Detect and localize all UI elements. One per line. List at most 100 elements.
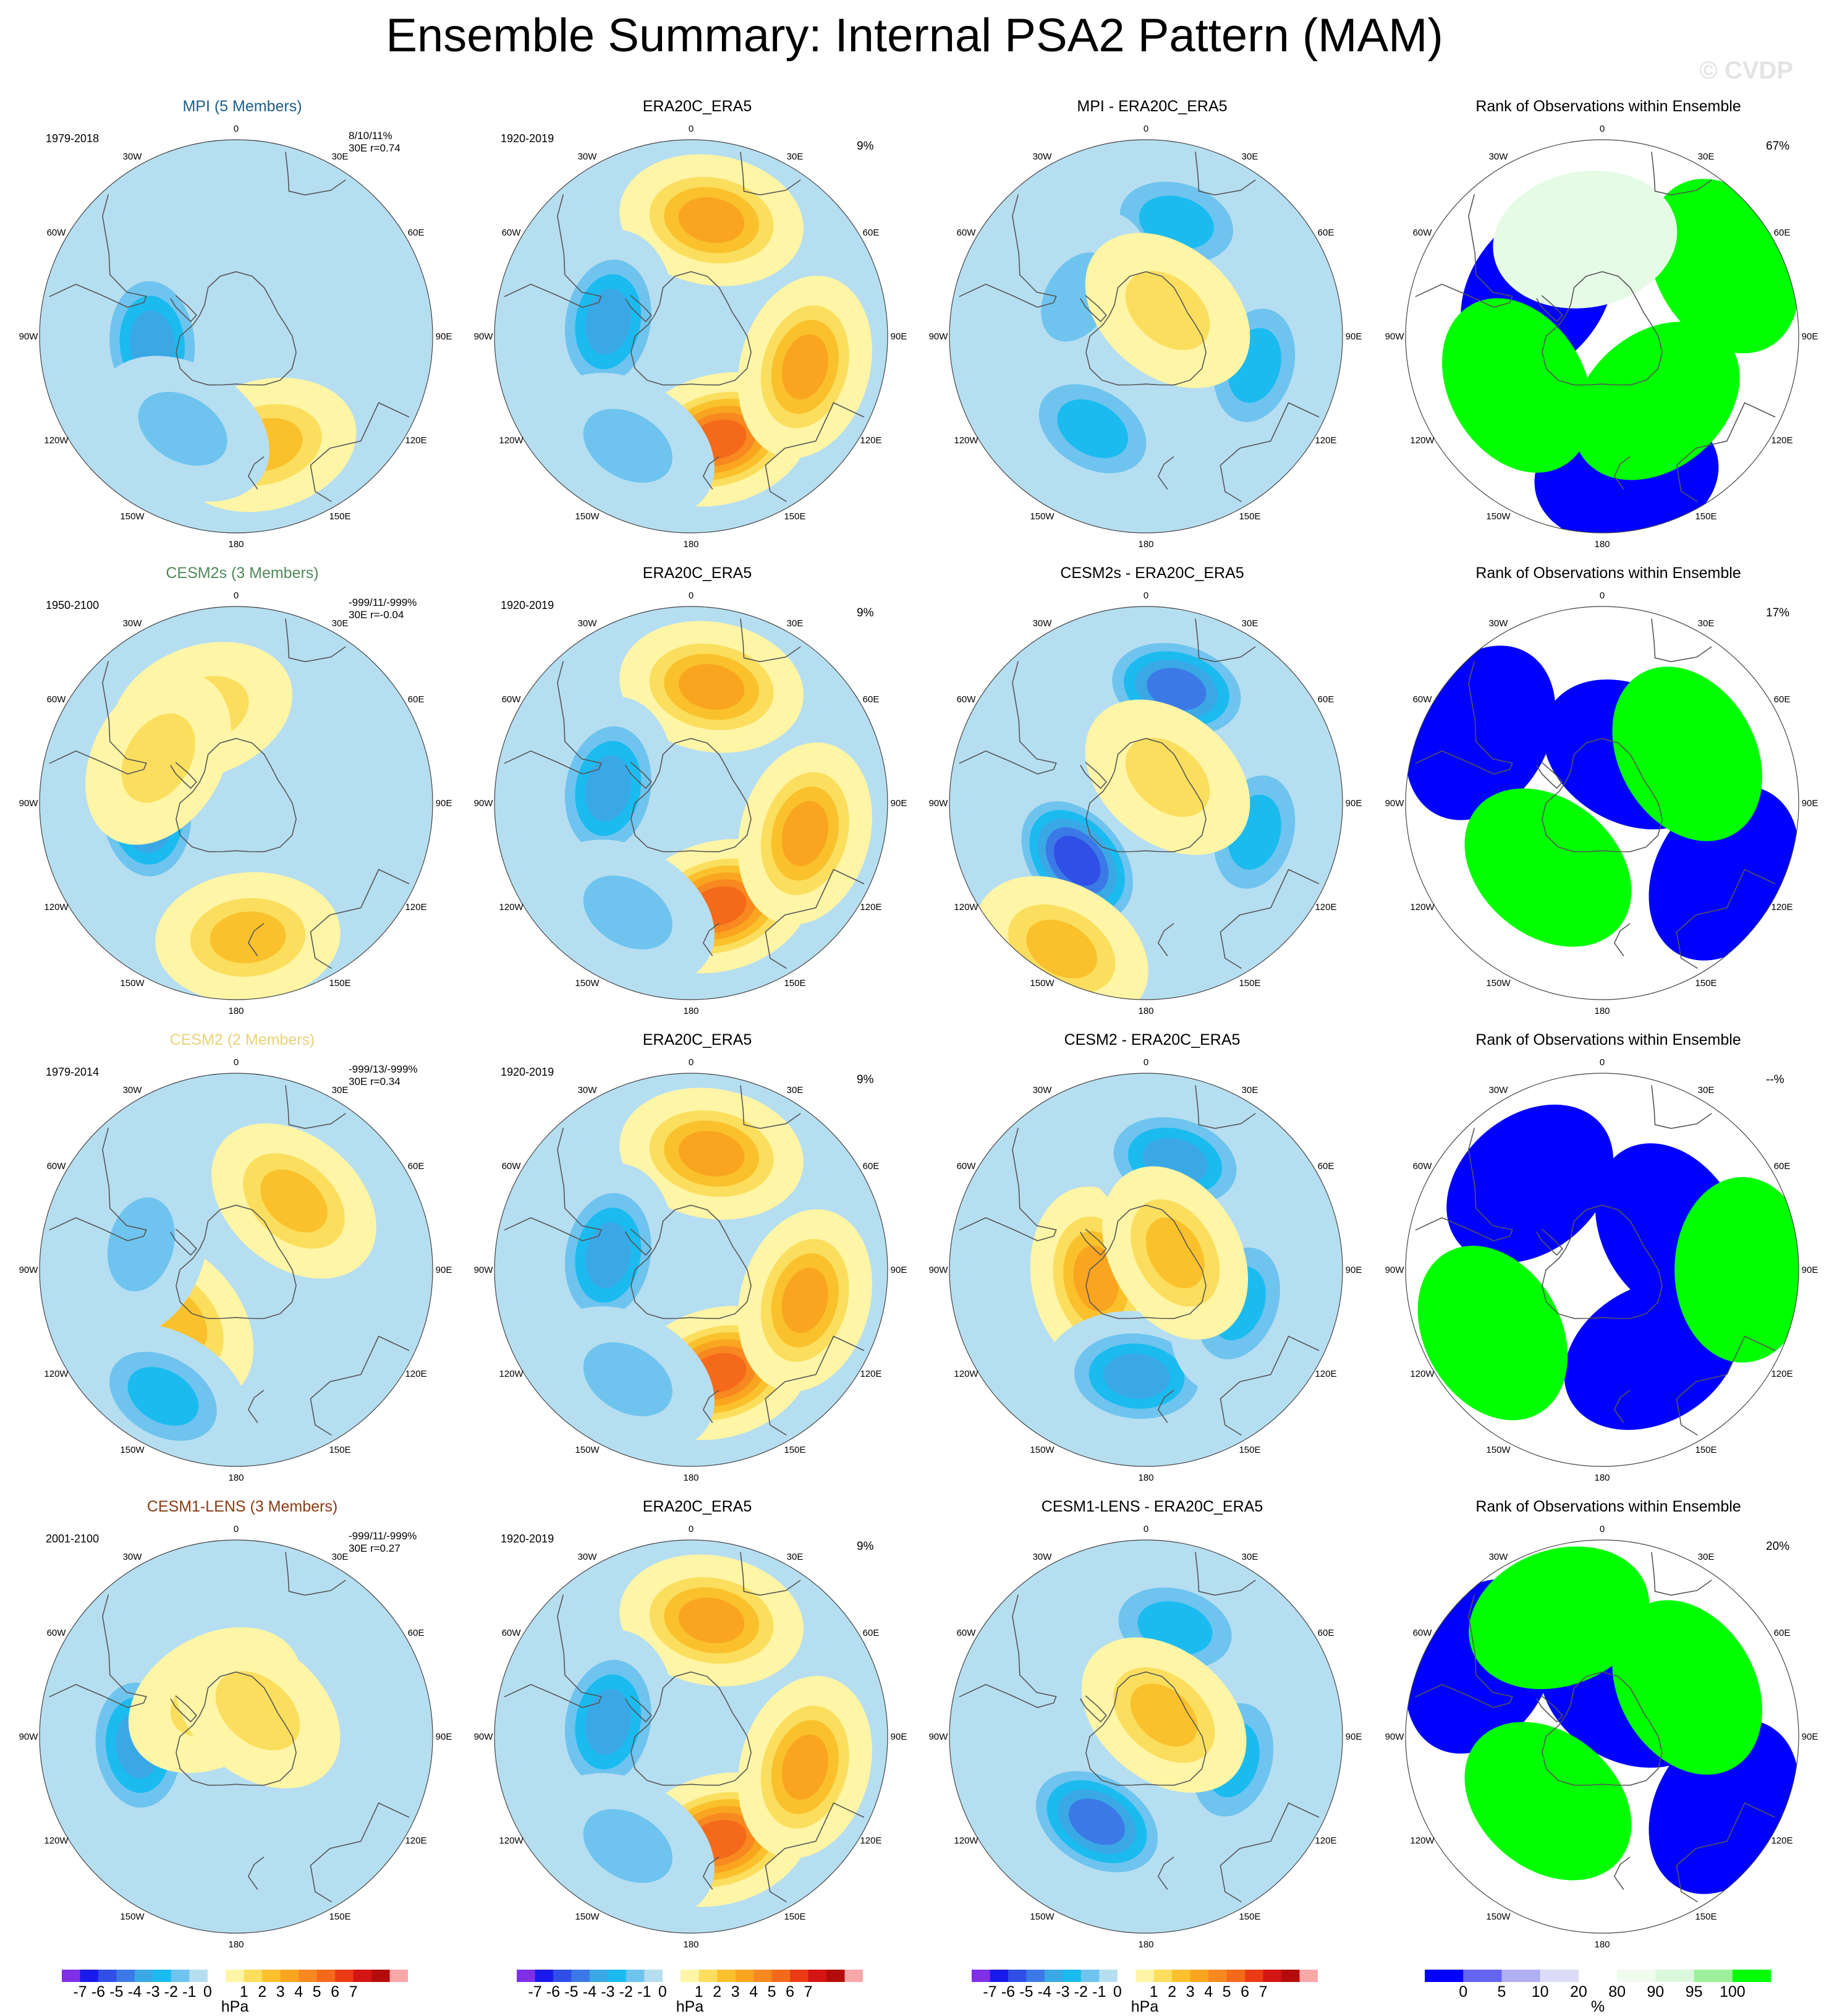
africa-outline bbox=[740, 618, 801, 663]
longitude-label: 120E bbox=[1315, 1369, 1336, 1379]
colorbar-swatch bbox=[990, 1970, 1009, 1982]
new-zealand-outline bbox=[702, 1857, 719, 1890]
south-america-outline bbox=[49, 1128, 147, 1241]
map-border bbox=[949, 139, 1343, 534]
diff-title: CESM2 - ERA20C_ERA5 bbox=[1064, 1031, 1241, 1048]
colorbar-swatch bbox=[1245, 1970, 1264, 1982]
rank-panel-row4: 0 30E 60E 90E 120E 150E 180 150W 120W 90W 60W 30W Ra… bbox=[1380, 1498, 1829, 1968]
colorbar-swatch bbox=[371, 1970, 391, 1982]
longitude-label: 180 bbox=[228, 539, 244, 550]
stats-line-2: 30E r=-0.04 bbox=[349, 609, 404, 621]
africa-outline bbox=[1651, 151, 1712, 196]
new-zealand-outline bbox=[247, 1390, 265, 1423]
colorbar-tick-label: 4 bbox=[294, 1983, 303, 2001]
africa-outline bbox=[285, 1085, 346, 1129]
australia-outline bbox=[310, 402, 410, 503]
colorbar-swatch bbox=[608, 1970, 627, 1982]
longitude-label: 0 bbox=[689, 590, 694, 601]
australia-outline bbox=[765, 1335, 865, 1436]
longitude-label: 120W bbox=[1410, 1835, 1435, 1846]
longitude-label: 30E bbox=[1698, 618, 1715, 629]
longitude-label: 150E bbox=[1239, 511, 1260, 522]
longitude-label: 0 bbox=[1144, 590, 1148, 601]
map-border bbox=[494, 1073, 888, 1467]
south-america-outline bbox=[1415, 1128, 1513, 1241]
longitude-label: 30W bbox=[123, 618, 143, 629]
longitude-label: 0 bbox=[689, 124, 694, 134]
longitude-label: 0 bbox=[1144, 124, 1148, 134]
colorbar-1: -7 -6 -5 -4 -3 -2 -1 0 1 2 3 4 5 6 7 hPa bbox=[62, 1970, 409, 2016]
longitude-label: 90W bbox=[929, 331, 949, 342]
model-period: 1950-2100 bbox=[46, 599, 100, 611]
diff-panel-row2: 0 30E 60E 90E 120E 150E 180 150W 120W 90W 60W 30W CE… bbox=[923, 564, 1381, 1034]
colorbar-swatch bbox=[1044, 1970, 1063, 1982]
colorbar-swatch bbox=[1281, 1970, 1301, 1982]
australia-outline bbox=[1676, 869, 1776, 969]
antarctica-outline bbox=[176, 271, 297, 386]
longitude-label: 120E bbox=[405, 435, 426, 446]
longitude-label: 0 bbox=[689, 1057, 694, 1068]
antarctica-outline bbox=[1085, 1204, 1207, 1319]
antarctica-outline bbox=[1542, 738, 1663, 853]
rank-percent: 17% bbox=[1766, 606, 1790, 619]
longitude-label: 90W bbox=[1385, 1732, 1405, 1742]
new-zealand-outline bbox=[247, 1857, 265, 1890]
longitude-label: 120W bbox=[1410, 1369, 1435, 1379]
antarctica-outline bbox=[630, 1204, 752, 1319]
longitude-label: 180 bbox=[228, 1006, 244, 1016]
colorbar-svg: -7 -6 -5 -4 -3 -2 -1 0 1 2 3 4 5 6 7 hPa bbox=[972, 1970, 1318, 2015]
colorbar-swatch bbox=[262, 1970, 281, 1982]
longitude-label: 180 bbox=[683, 1939, 698, 1950]
rank-region bbox=[1446, 1104, 1614, 1263]
longitude-label: 120E bbox=[1771, 1369, 1793, 1379]
peninsula-outline bbox=[170, 762, 197, 789]
antarctica-outline bbox=[1085, 1671, 1207, 1786]
colorbar-tick-label: -4 bbox=[583, 1983, 596, 2001]
anomaly-contour bbox=[781, 1734, 828, 1800]
diff-panel-row1: 0 30E 60E 90E 120E 150E 180 150W 120W 90W 60W 30W MP… bbox=[923, 98, 1381, 568]
colorbar-swatch bbox=[972, 1970, 990, 1982]
africa-outline bbox=[285, 151, 346, 196]
colorbar-swatch bbox=[844, 1970, 864, 1982]
south-america-outline bbox=[49, 661, 147, 775]
model-period: 2001-2100 bbox=[46, 1533, 100, 1545]
colorbar-tick-label: -4 bbox=[1038, 1983, 1051, 2001]
longitude-label: 30W bbox=[578, 1085, 598, 1095]
colorbar-swatch bbox=[1501, 1970, 1541, 1982]
longitude-label: 150W bbox=[575, 1445, 600, 1455]
map-border bbox=[1405, 1073, 1799, 1467]
longitude-label: 60W bbox=[502, 694, 522, 705]
polar-map: 0 30E 60E 90E 120E 150E 180 150W 120W 90W 60W 30W bbox=[474, 124, 907, 550]
longitude-label: 180 bbox=[683, 1006, 698, 1016]
stats-line-2: 30E r=0.34 bbox=[349, 1076, 401, 1087]
colorbar-tick-label: 3 bbox=[1186, 1983, 1195, 2001]
colorbar-swatch bbox=[1540, 1970, 1579, 1982]
anomaly-contour bbox=[583, 1809, 673, 1883]
obs-period: 1920-2019 bbox=[501, 599, 554, 611]
polar-map: 0 30E 60E 90E 120E 150E 180 150W 120W 90W 60W 30W bbox=[19, 590, 452, 1016]
colorbar-swatch bbox=[1080, 1970, 1100, 1982]
peninsula-outline bbox=[1080, 295, 1107, 323]
new-zealand-outline bbox=[702, 923, 719, 956]
longitude-label: 120W bbox=[44, 435, 69, 446]
anomaly-contour bbox=[1053, 836, 1101, 886]
longitude-label: 150E bbox=[784, 1912, 805, 1922]
colorbar-swatch bbox=[535, 1970, 554, 1982]
longitude-label: 60E bbox=[863, 228, 880, 238]
longitude-label: 60W bbox=[1413, 1161, 1433, 1172]
rank-region bbox=[1493, 170, 1678, 308]
longitude-label: 150E bbox=[1695, 1912, 1717, 1922]
colorbar-swatch bbox=[1026, 1970, 1045, 1982]
longitude-label: 90W bbox=[929, 1732, 949, 1742]
longitude-label: 180 bbox=[683, 539, 698, 550]
longitude-label: 150E bbox=[784, 511, 805, 522]
longitude-label: 60E bbox=[408, 694, 425, 705]
south-america-outline bbox=[49, 1594, 147, 1708]
longitude-label: 90E bbox=[891, 1732, 907, 1742]
colorbar-tick-label: -5 bbox=[109, 1983, 123, 2001]
colorbar-svg: 0 5 10 20 80 90 95 100% bbox=[1425, 1970, 1772, 2015]
longitude-label: 60W bbox=[957, 1628, 977, 1638]
antarctica-outline bbox=[176, 1204, 297, 1319]
longitude-label: 0 bbox=[1144, 1524, 1148, 1534]
